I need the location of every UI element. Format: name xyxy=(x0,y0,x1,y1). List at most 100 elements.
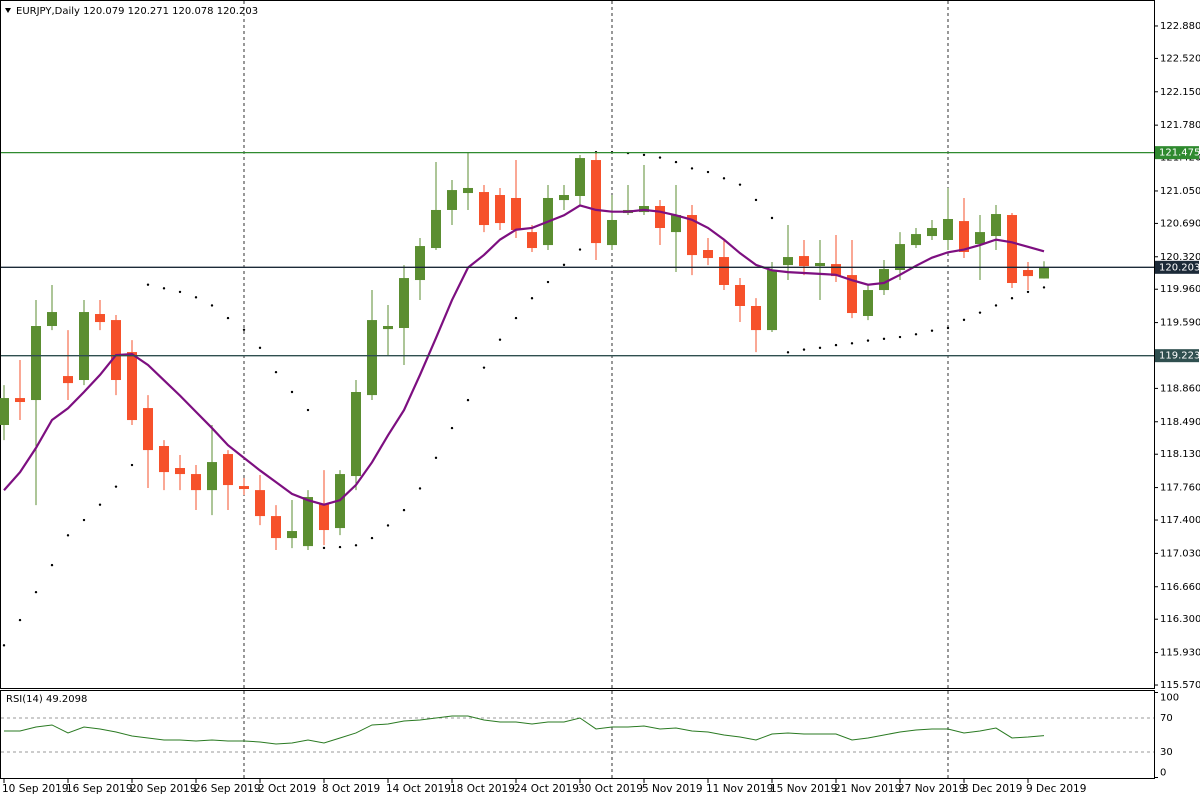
sar-dot xyxy=(754,198,758,202)
candle-body xyxy=(287,531,297,539)
sar-dot xyxy=(178,290,182,294)
sar-dot xyxy=(722,177,726,180)
x-tick-label: 2 Oct 2019 xyxy=(258,783,316,795)
candle-body xyxy=(479,192,489,226)
sar-dot xyxy=(226,316,230,320)
x-tick-label: 9 Dec 2019 xyxy=(1026,783,1086,795)
candle-body xyxy=(111,320,121,381)
sar-dot xyxy=(658,156,662,159)
level-label-box xyxy=(1155,146,1199,160)
sar-dot xyxy=(338,545,342,549)
sar-dot xyxy=(162,287,166,290)
level-label-box xyxy=(1155,260,1199,274)
candle-body xyxy=(0,398,9,426)
sar-dot xyxy=(738,183,742,186)
y-tick-label: 122.520 xyxy=(1160,53,1200,64)
y-tick-label: 117.760 xyxy=(1160,483,1200,494)
candle-body xyxy=(239,486,249,490)
rsi-line xyxy=(4,715,1045,745)
candle-body xyxy=(767,270,777,331)
sar-dot xyxy=(546,280,550,284)
candle-body xyxy=(191,474,201,491)
candle-body xyxy=(1023,270,1033,277)
sar-dot xyxy=(258,346,262,350)
sar-dot xyxy=(1010,297,1014,300)
sar-dot xyxy=(994,304,998,307)
sar-dot xyxy=(674,160,678,164)
sar-dot xyxy=(514,316,518,320)
y-tick-label: 115.570 xyxy=(1160,680,1200,691)
sar-dot xyxy=(434,456,438,460)
sar-dot xyxy=(114,485,118,488)
sar-dot xyxy=(82,518,86,522)
x-tick-label: 16 Sep 2019 xyxy=(66,783,133,795)
sar-dot xyxy=(562,263,566,267)
rsi-tick-label: 100 xyxy=(1160,693,1179,704)
candle-body xyxy=(687,215,697,256)
sar-dot xyxy=(34,590,38,594)
x-tick-label: 15 Nov 2019 xyxy=(770,783,837,795)
candle-body xyxy=(463,187,473,194)
y-tick-label: 118.490 xyxy=(1160,417,1200,428)
x-tick-label: 10 Sep 2019 xyxy=(2,783,69,795)
level-label: 119.223 xyxy=(1159,351,1200,362)
candle-body xyxy=(975,232,985,245)
sar-dot xyxy=(354,544,358,547)
y-tick-label: 122.880 xyxy=(1160,21,1200,32)
candle-body xyxy=(847,275,857,314)
candle-body xyxy=(911,234,921,246)
candle-body xyxy=(383,326,393,330)
x-tick-label: 14 Oct 2019 xyxy=(386,783,451,795)
candle-body xyxy=(95,314,105,323)
candle-body xyxy=(1007,215,1017,284)
x-tick-label: 3 Dec 2019 xyxy=(962,783,1022,795)
sar-dot xyxy=(146,283,150,286)
candle-body xyxy=(751,305,761,331)
candle-body xyxy=(15,398,25,403)
sar-dot xyxy=(370,536,374,540)
candle-body xyxy=(655,206,665,229)
candle-body xyxy=(527,232,537,249)
y-tick-label: 121.780 xyxy=(1160,120,1200,131)
x-tick-label: 26 Sep 2019 xyxy=(194,783,261,795)
sar-dot xyxy=(834,343,838,347)
candle-body xyxy=(927,228,937,237)
candle-body xyxy=(831,264,841,277)
x-tick-label: 18 Oct 2019 xyxy=(450,783,515,795)
sar-dot xyxy=(418,487,422,490)
candle-body xyxy=(207,462,217,491)
moving-average xyxy=(3,204,1045,506)
sar-dot xyxy=(850,342,854,345)
sar-dot xyxy=(50,563,54,567)
sar-dot xyxy=(466,398,470,402)
sar-dot xyxy=(786,351,790,354)
level-label: 120.203 xyxy=(1159,262,1200,273)
sar-dot xyxy=(450,426,454,430)
candle-body xyxy=(303,497,313,547)
candle-body xyxy=(511,197,521,230)
x-tick-label: 20 Sep 2019 xyxy=(130,783,197,795)
sar-dot xyxy=(642,153,646,157)
sar-dot xyxy=(1042,286,1046,289)
y-tick-label: 117.400 xyxy=(1160,515,1200,526)
candle-body xyxy=(319,504,329,531)
candle-body xyxy=(47,312,57,327)
rsi-frame xyxy=(0,690,1155,779)
candle-body xyxy=(79,312,89,381)
candle-body xyxy=(31,326,41,401)
y-tick-label: 115.930 xyxy=(1160,648,1200,659)
y-tick-label: 120.320 xyxy=(1160,252,1200,263)
candle-body xyxy=(591,160,601,244)
candle-body xyxy=(607,219,617,246)
sar-dot xyxy=(306,408,310,412)
candle-body xyxy=(159,446,169,473)
sar-dot xyxy=(290,390,294,394)
sar-dot xyxy=(1026,290,1030,294)
sar-dot xyxy=(482,366,486,369)
sar-dot xyxy=(210,304,214,307)
sar-dot xyxy=(322,546,326,550)
candle-body xyxy=(863,290,873,317)
candle-body xyxy=(415,246,425,281)
candle-body xyxy=(1039,267,1049,279)
candle-body xyxy=(495,195,505,224)
